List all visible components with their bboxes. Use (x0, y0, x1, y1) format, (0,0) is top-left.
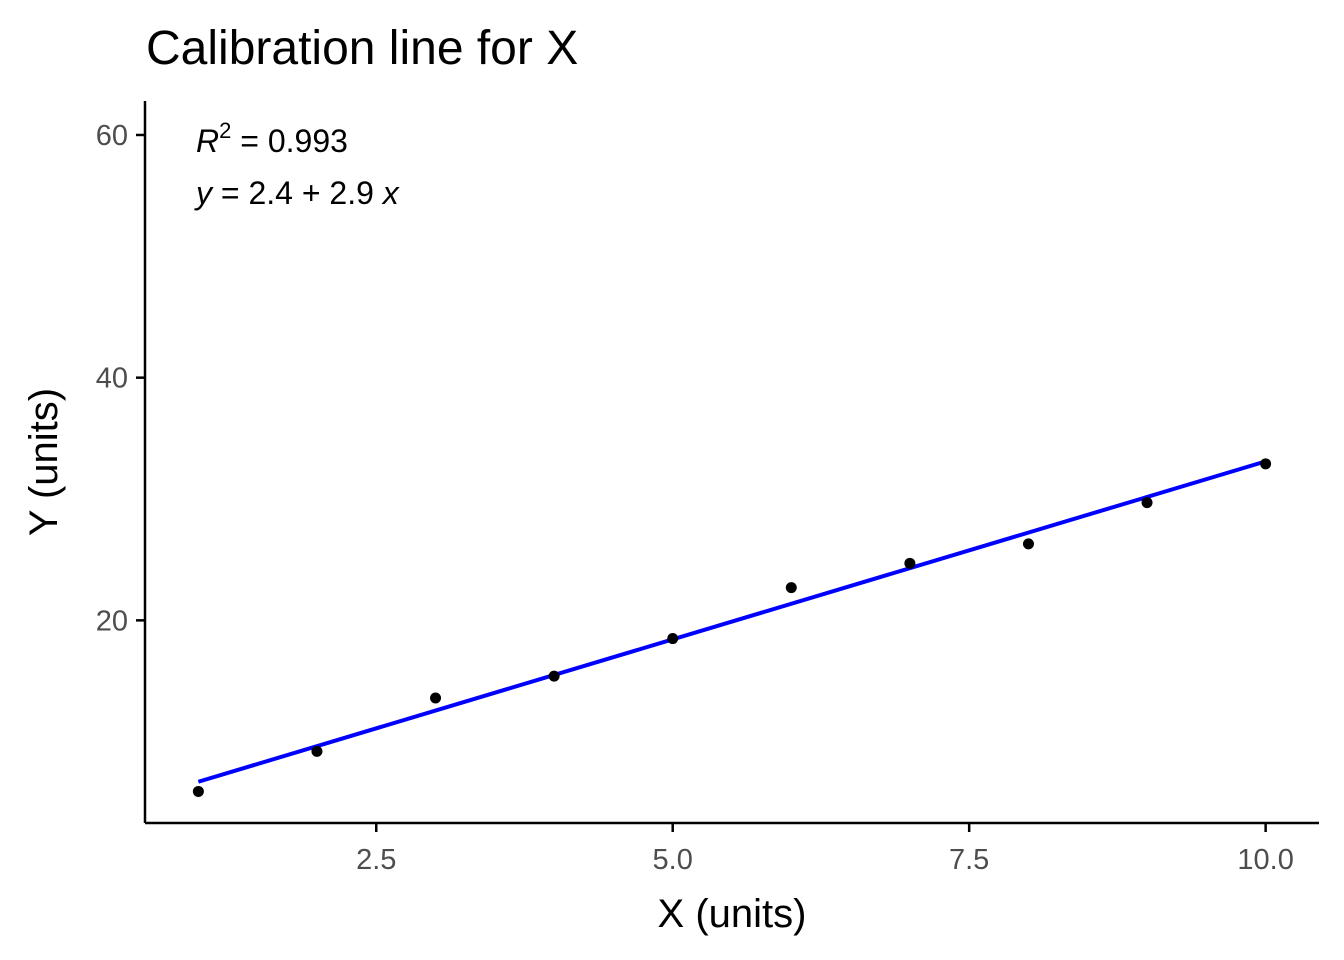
data-point (1260, 458, 1272, 470)
x-axis-ticks: 2.5 5.0 7.5 10.0 (356, 823, 1294, 876)
annotation-r2: R2 = 0.993 (196, 118, 348, 159)
data-points (192, 458, 1272, 797)
x-axis-title: X (units) (658, 892, 807, 936)
fit-line (197, 459, 1267, 784)
data-point (430, 692, 442, 704)
data-point (1141, 497, 1153, 509)
y-tick-label: 60 (96, 120, 128, 152)
x-tick-label: 10.0 (1237, 844, 1293, 876)
data-point (667, 633, 679, 645)
chart-title: Calibration line for X (146, 22, 578, 75)
annotation-equation: y = 2.4 + 2.9 x (194, 175, 400, 211)
data-point (548, 670, 560, 682)
x-tick-label: 5.0 (653, 844, 693, 876)
data-point (785, 582, 797, 594)
data-point (904, 557, 916, 569)
y-axis-ticks: 20 40 60 (96, 120, 145, 637)
y-tick-label: 20 (96, 605, 128, 637)
data-point (311, 745, 323, 757)
y-tick-label: 40 (96, 363, 128, 395)
x-tick-label: 2.5 (356, 844, 396, 876)
data-point (1022, 538, 1034, 550)
x-tick-label: 7.5 (949, 844, 989, 876)
y-axis-title: Y (units) (22, 388, 66, 536)
data-point (192, 785, 204, 797)
